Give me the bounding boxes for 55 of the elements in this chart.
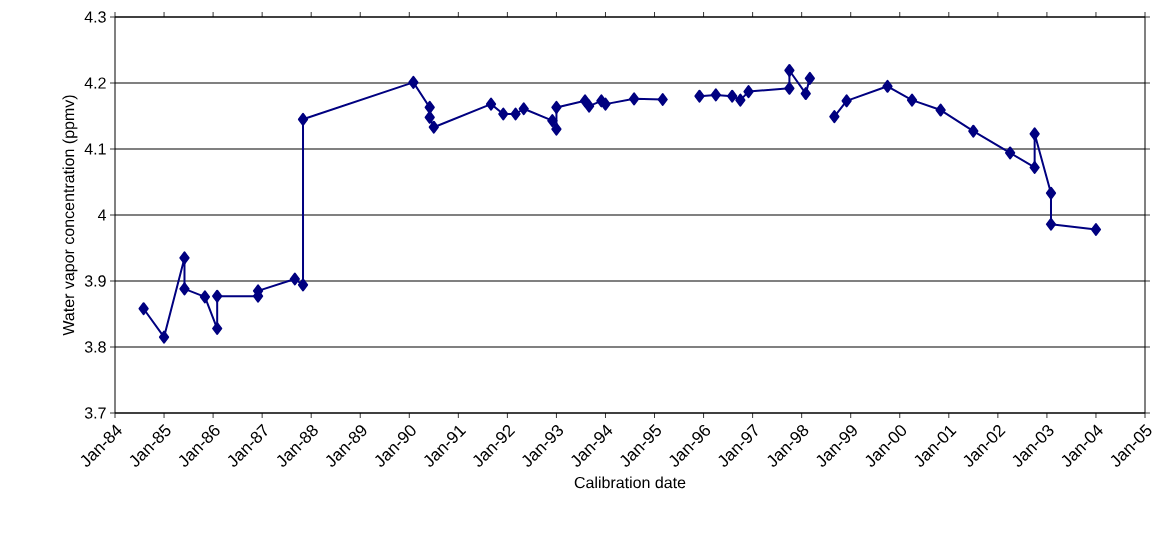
point (498, 107, 509, 121)
point (829, 110, 840, 124)
point (804, 71, 815, 85)
point (784, 81, 795, 95)
point (179, 282, 190, 296)
point (518, 102, 529, 116)
point (1005, 146, 1016, 160)
point (424, 110, 435, 124)
point (297, 278, 309, 292)
point (1045, 217, 1057, 231)
point (935, 103, 946, 117)
y-tick-label: 4 (97, 209, 107, 221)
point (800, 87, 811, 101)
point (212, 322, 223, 336)
point (1045, 186, 1057, 200)
point (743, 85, 754, 99)
point (289, 272, 300, 286)
y-tick-label: 3.8 (84, 341, 106, 353)
point (297, 112, 309, 126)
point (906, 93, 918, 107)
point (408, 75, 419, 89)
y-tick-label: 3.9 (84, 275, 106, 287)
point (694, 89, 705, 103)
point (547, 114, 558, 128)
y-tick-label: 3.7 (84, 407, 106, 419)
point (138, 302, 149, 316)
point (784, 63, 795, 77)
point (199, 290, 211, 304)
point (657, 93, 668, 106)
point (584, 99, 595, 113)
point (1029, 127, 1040, 141)
point (710, 88, 721, 102)
point (1029, 160, 1040, 174)
point (628, 92, 640, 106)
point (424, 100, 435, 114)
point (727, 89, 738, 103)
point (1090, 223, 1102, 237)
point (600, 97, 611, 111)
point (882, 79, 893, 93)
point (968, 124, 979, 138)
y-tick-label: 4.3 (84, 11, 106, 23)
point (551, 122, 562, 136)
point (841, 94, 852, 108)
point (212, 289, 223, 303)
point (735, 93, 746, 107)
point (158, 330, 170, 344)
point (510, 107, 521, 121)
point (179, 251, 190, 265)
x-axis-title: Calibration date (574, 476, 686, 489)
y-tick-label: 4.1 (84, 143, 106, 155)
y-tick-label: 4.2 (84, 77, 106, 89)
point (428, 120, 439, 134)
y-axis-title: Water vapor concentration (ppmv) (62, 95, 78, 336)
point (485, 97, 497, 111)
point (551, 100, 562, 114)
